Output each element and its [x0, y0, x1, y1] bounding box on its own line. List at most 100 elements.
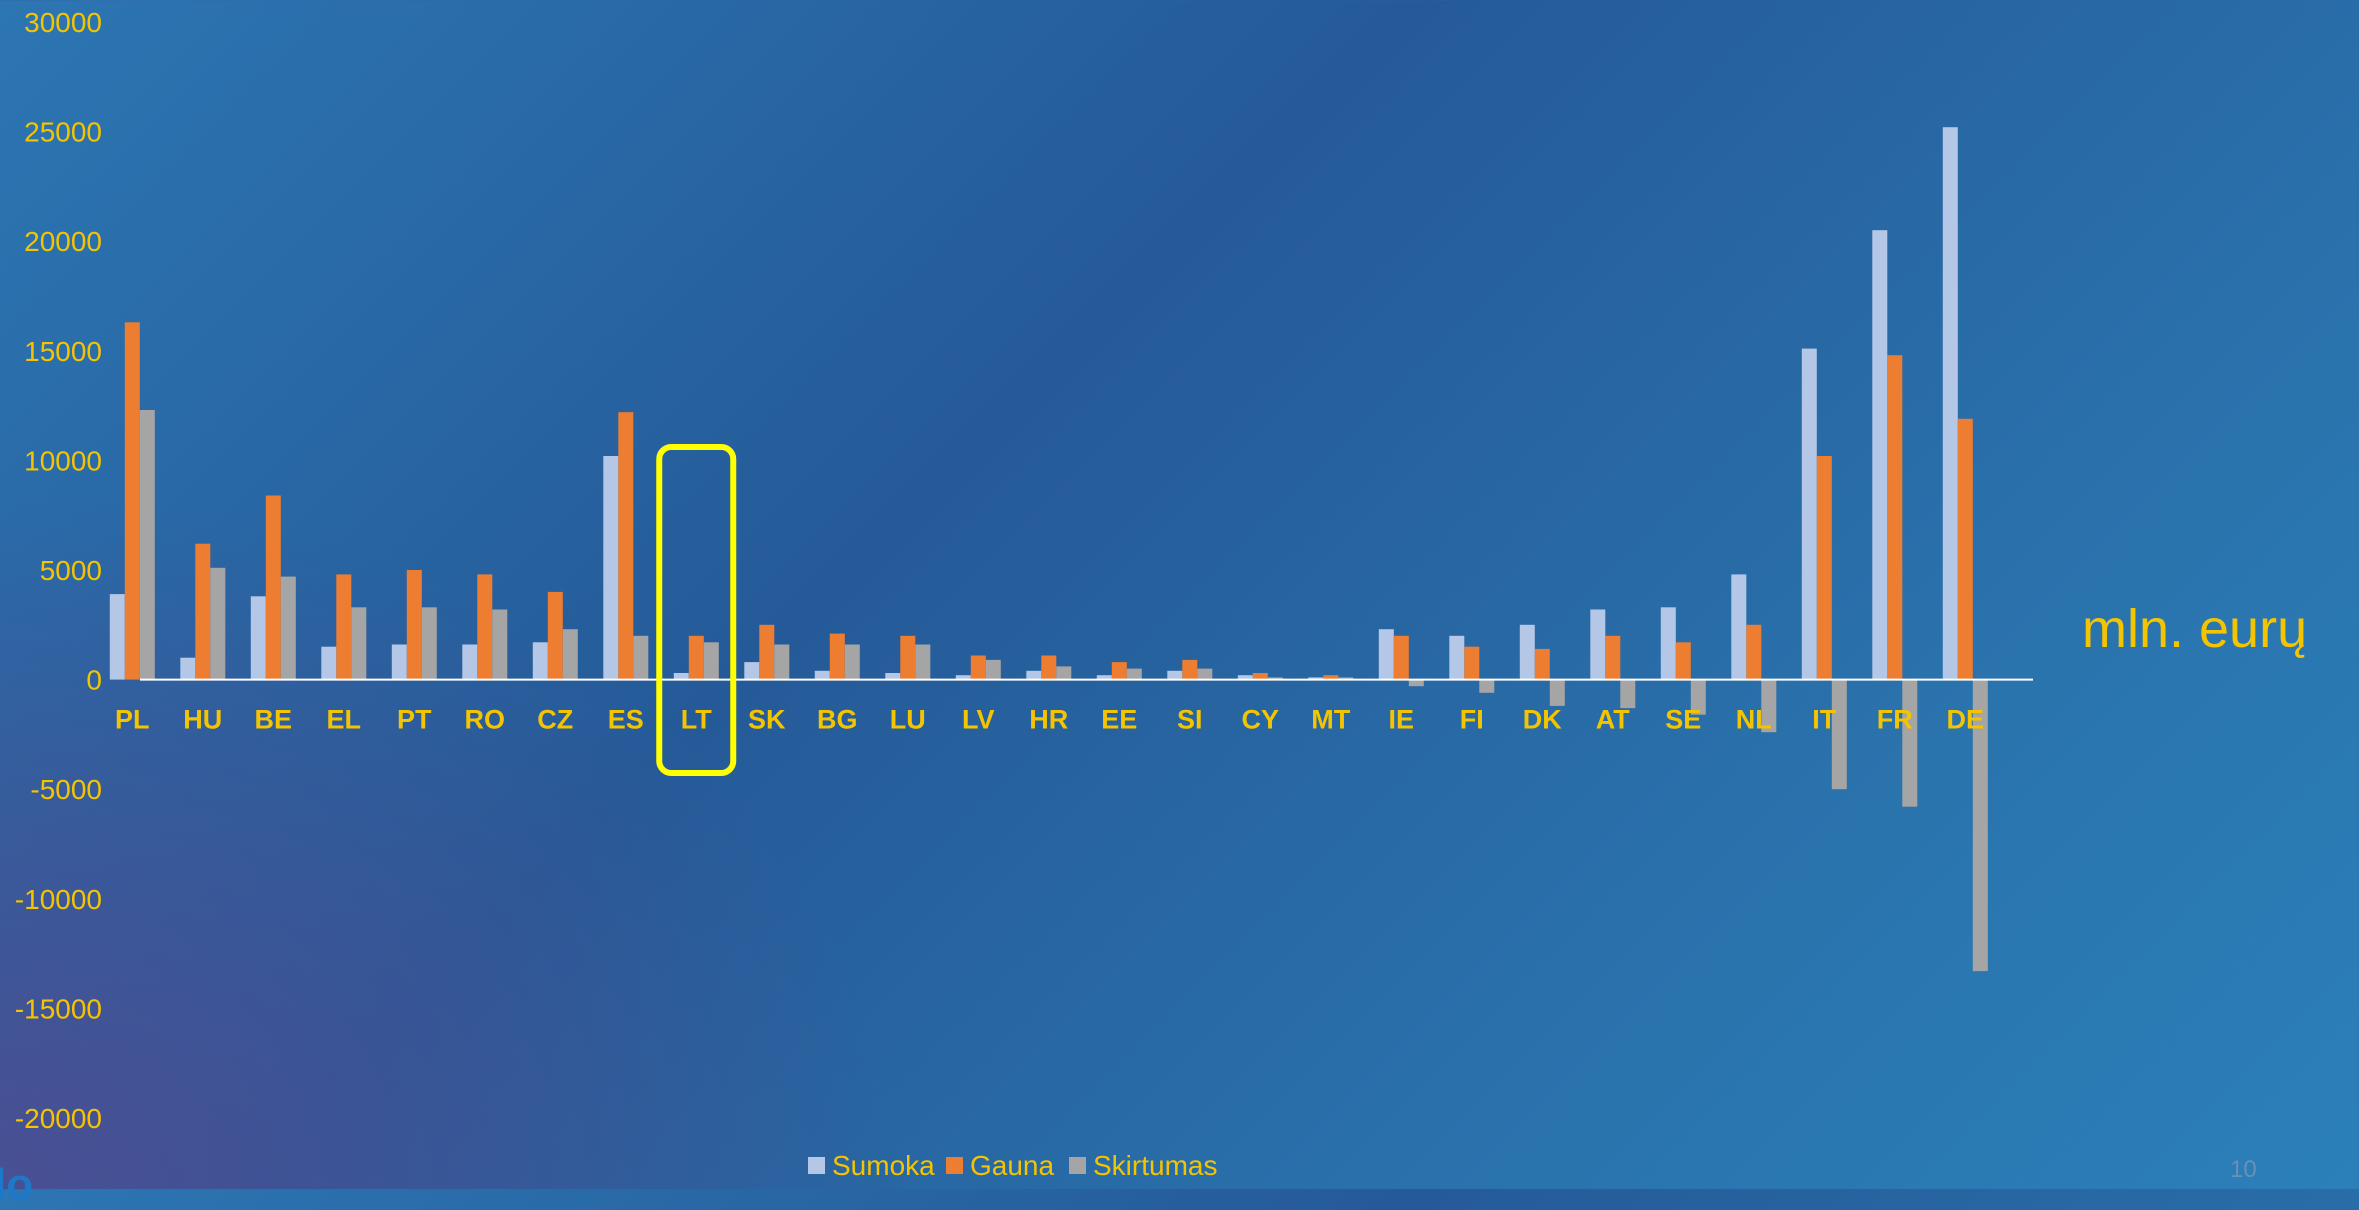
bar-gauna-se — [1676, 642, 1691, 679]
bar-gauna-lt — [689, 636, 704, 680]
bar-skirtumas-cz — [563, 629, 578, 679]
bar-sumoka-de — [1943, 127, 1958, 679]
category-label-se: SE — [1665, 705, 1701, 735]
bar-gauna-be — [266, 496, 281, 680]
bar-gauna-fr — [1887, 355, 1902, 679]
bar-sumoka-fr — [1872, 230, 1887, 679]
category-label-es: ES — [608, 705, 644, 735]
bar-sumoka-bg — [815, 671, 830, 680]
unit-label: mln. eurų — [2082, 598, 2307, 660]
category-label-fi: FI — [1460, 705, 1484, 735]
category-label-de: DE — [1946, 705, 1984, 735]
legend-swatch-gauna — [946, 1157, 963, 1174]
category-label-sk: SK — [748, 705, 786, 735]
category-label-mt: MT — [1311, 705, 1350, 735]
legend-label-sumoka: Sumoka — [832, 1150, 935, 1181]
bar-gauna-hr — [1041, 656, 1056, 680]
category-label-at: AT — [1596, 705, 1630, 735]
bar-gauna-ee — [1112, 662, 1127, 680]
category-label-ie: IE — [1388, 705, 1414, 735]
y-tick-label: 20000 — [24, 226, 102, 257]
category-label-si: SI — [1177, 705, 1203, 735]
bar-sumoka-se — [1661, 607, 1676, 679]
bar-skirtumas-hr — [1056, 666, 1071, 679]
bar-skirtumas-lt — [704, 642, 719, 679]
category-label-be: BE — [254, 705, 292, 735]
y-tick-label: 5000 — [40, 555, 102, 586]
bar-skirtumas-be — [281, 577, 296, 680]
bar-skirtumas-dk — [1550, 680, 1565, 706]
category-label-lu: LU — [890, 705, 926, 735]
bar-skirtumas-el — [351, 607, 366, 679]
bar-sumoka-cz — [533, 642, 548, 679]
corner-mark: lo — [0, 1160, 33, 1210]
bar-skirtumas-fi — [1479, 680, 1494, 693]
category-label-nl: NL — [1736, 705, 1772, 735]
bar-sumoka-pt — [392, 645, 407, 680]
bar-skirtumas-ro — [492, 610, 507, 680]
bar-skirtumas-bg — [845, 645, 860, 680]
bar-gauna-bg — [830, 634, 845, 680]
bar-skirtumas-lv — [986, 660, 1001, 680]
legend: Sumoka Gauna Skirtumas — [808, 1150, 1217, 1181]
bar-gauna-es — [618, 412, 633, 679]
bar-sumoka-nl — [1731, 574, 1746, 679]
bar-sumoka-si — [1167, 671, 1182, 680]
bar-gauna-sk — [759, 625, 774, 680]
y-tick-label: 30000 — [24, 7, 102, 38]
bar-gauna-si — [1182, 660, 1197, 680]
category-label-ee: EE — [1101, 705, 1137, 735]
y-tick-label: -5000 — [30, 774, 102, 805]
category-label-ro: RO — [465, 705, 506, 735]
y-tick-label: 10000 — [24, 445, 102, 476]
bar-skirtumas-hu — [210, 568, 225, 680]
category-label-pt: PT — [397, 705, 432, 735]
bar-sumoka-it — [1802, 349, 1817, 680]
y-tick-label: 25000 — [24, 117, 102, 148]
bar-sumoka-el — [321, 647, 336, 680]
category-label-lt: LT — [681, 705, 712, 735]
bar-skirtumas-sk — [774, 645, 789, 680]
category-label-fr: FR — [1877, 705, 1913, 735]
bar-gauna-lv — [971, 656, 986, 680]
bar-sumoka-ro — [462, 645, 477, 680]
bar-gauna-de — [1958, 419, 1973, 680]
y-tick-label: -10000 — [15, 884, 102, 915]
category-label-bg: BG — [817, 705, 858, 735]
legend-swatch-skirtumas — [1069, 1157, 1086, 1174]
bar-skirtumas-pl — [140, 410, 155, 680]
slide-number: 10 — [2230, 1156, 2257, 1184]
legend-label-skirtumas: Skirtumas — [1093, 1150, 1217, 1181]
bar-gauna-fi — [1464, 647, 1479, 680]
y-tick-label: 0 — [86, 665, 102, 696]
bar-sumoka-be — [251, 596, 266, 679]
bar-sumoka-hr — [1026, 671, 1041, 680]
bar-gauna-dk — [1535, 649, 1550, 680]
y-tick-label: -20000 — [15, 1103, 102, 1134]
category-label-lv: LV — [962, 705, 995, 735]
bar-skirtumas-fr — [1902, 680, 1917, 807]
bar-gauna-lu — [900, 636, 915, 680]
bar-gauna-ro — [477, 574, 492, 679]
bars — [110, 127, 1988, 971]
category-label-cy: CY — [1241, 705, 1279, 735]
bar-gauna-pt — [407, 570, 422, 680]
bar-skirtumas-si — [1197, 669, 1212, 680]
bar-sumoka-ie — [1379, 629, 1394, 679]
bar-gauna-cz — [548, 592, 563, 680]
bar-sumoka-pl — [110, 594, 125, 680]
bar-gauna-el — [336, 574, 351, 679]
category-label-el: EL — [326, 705, 361, 735]
bar-skirtumas-pt — [422, 607, 437, 679]
bar-skirtumas-ee — [1127, 669, 1142, 680]
y-tick-label: 15000 — [24, 336, 102, 367]
category-label-pl: PL — [115, 705, 150, 735]
bar-gauna-at — [1605, 636, 1620, 680]
bar-sumoka-dk — [1520, 625, 1535, 680]
bar-sumoka-sk — [744, 662, 759, 680]
category-label-cz: CZ — [537, 705, 573, 735]
bar-sumoka-at — [1590, 610, 1605, 680]
category-label-it: IT — [1812, 705, 1837, 735]
bar-gauna-pl — [125, 322, 140, 679]
